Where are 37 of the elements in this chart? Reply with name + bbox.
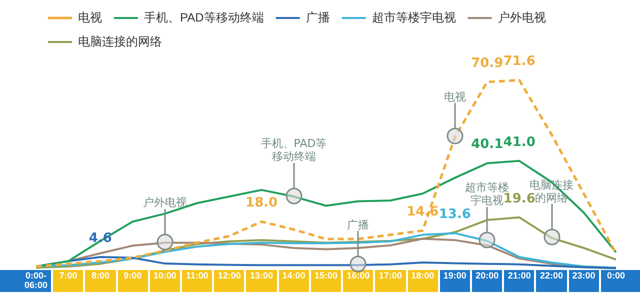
x-tick-label: 21:00	[508, 270, 531, 280]
data-label: 71.6	[503, 54, 536, 70]
data-label: 40.1	[471, 137, 504, 152]
x-tick-label: 7:00	[59, 270, 78, 280]
x-tick-label: 13:00	[250, 270, 274, 280]
x-tick-label: 9:00	[124, 270, 142, 280]
x-tick-label: 20:00	[476, 270, 499, 280]
x-tick-label: 8:00	[91, 270, 110, 280]
x-tick-label: 18:00	[411, 270, 434, 280]
x-tick-label: 10:00	[153, 270, 176, 280]
x-tick-label: 0:00	[606, 270, 626, 280]
x-tick-label: 11:00	[186, 270, 208, 280]
data-label: 41.0	[503, 134, 536, 150]
annotation: 手机、PAD等移动终端	[260, 136, 327, 163]
legend-label: 户外电视	[498, 10, 546, 24]
data-label: 13.6	[438, 207, 471, 222]
data-label: 18.0	[246, 195, 278, 210]
annotation: 广播	[347, 218, 370, 232]
x-tick-label: 16:00	[346, 270, 370, 280]
annotation: 户外电视	[142, 196, 187, 210]
annotation: 电视	[444, 90, 466, 104]
legend-label: 手机、PAD等移动终端	[144, 10, 264, 24]
x-tick-label: 0:00- 06:00	[24, 270, 48, 290]
legend-label: 广播	[306, 10, 330, 24]
x-tick-label: 23:00	[572, 270, 596, 280]
x-tick-label: 14:00	[282, 270, 306, 280]
x-tick-label: 17:00	[378, 270, 402, 280]
legend-label: 电视	[78, 10, 102, 24]
legend-label: 超市等楼宇电视	[372, 10, 456, 24]
data-label: 14.6	[406, 204, 439, 220]
legend-label: 电脑连接的网络	[78, 34, 162, 48]
data-label: 70.9	[471, 56, 504, 71]
x-tick-label: 22:00	[540, 270, 564, 280]
x-tick-label: 19:00	[443, 270, 466, 280]
data-label: 19.6	[503, 191, 536, 206]
x-tick-label: 15:00	[314, 270, 338, 280]
x-tick-label: 12:00	[218, 270, 241, 280]
